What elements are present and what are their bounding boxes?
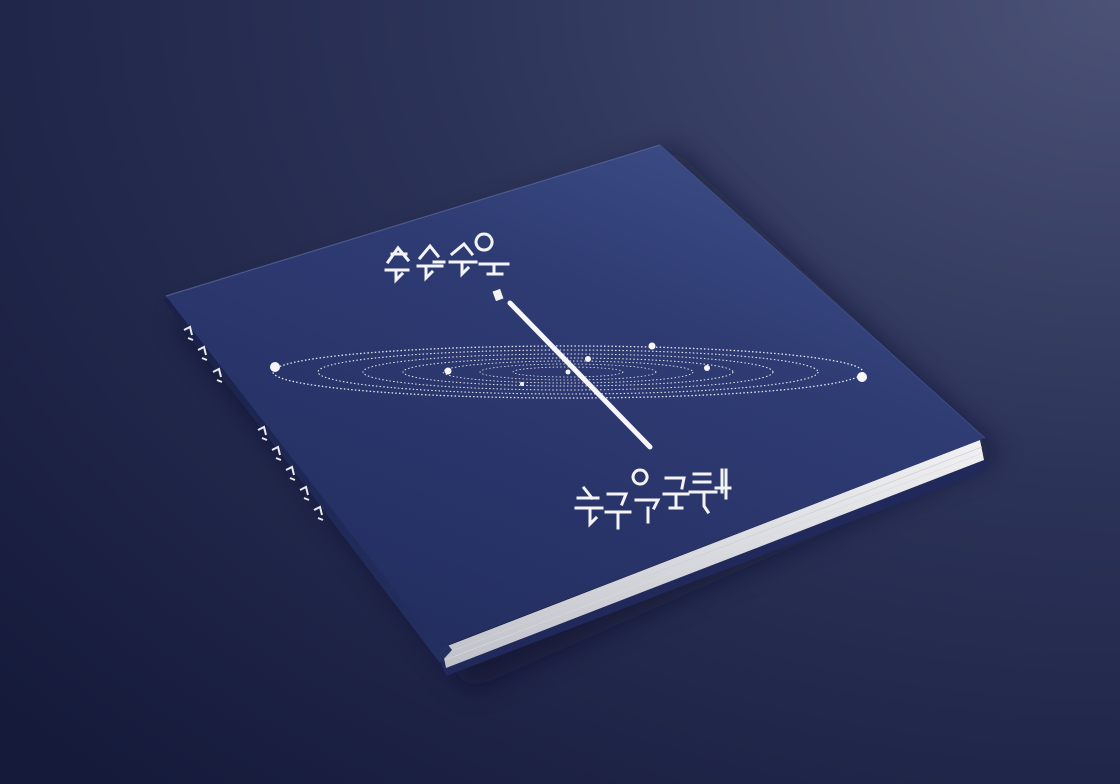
orbit-ring (512, 366, 624, 378)
cover-edge-highlight (659, 144, 986, 439)
planet (857, 372, 867, 382)
orbit-ring (479, 363, 657, 381)
cover-title-top-mark (384, 232, 510, 284)
page-line (443, 446, 983, 655)
planet (520, 382, 524, 386)
planet (444, 367, 452, 375)
orbit-axis (507, 300, 653, 450)
orbit-ring (272, 345, 864, 399)
orbit-rings (272, 345, 864, 399)
cover-title-bottom-mark (574, 468, 732, 530)
page-line (444, 452, 984, 661)
planet (565, 369, 571, 375)
planet (270, 362, 280, 372)
cover-edge-highlight (165, 144, 661, 297)
planet (585, 356, 591, 362)
orbit-ring (362, 353, 774, 391)
book-spine (163, 296, 452, 663)
axis-marker (492, 288, 504, 302)
planet (704, 365, 710, 371)
orbit-ring (317, 349, 819, 395)
orbit-ring (442, 360, 694, 384)
planet (648, 342, 656, 350)
spine-glyphs (183, 325, 324, 521)
orbit-ring (402, 357, 734, 387)
page-block (442, 440, 984, 668)
planets (270, 342, 867, 386)
front-cover (166, 145, 985, 648)
